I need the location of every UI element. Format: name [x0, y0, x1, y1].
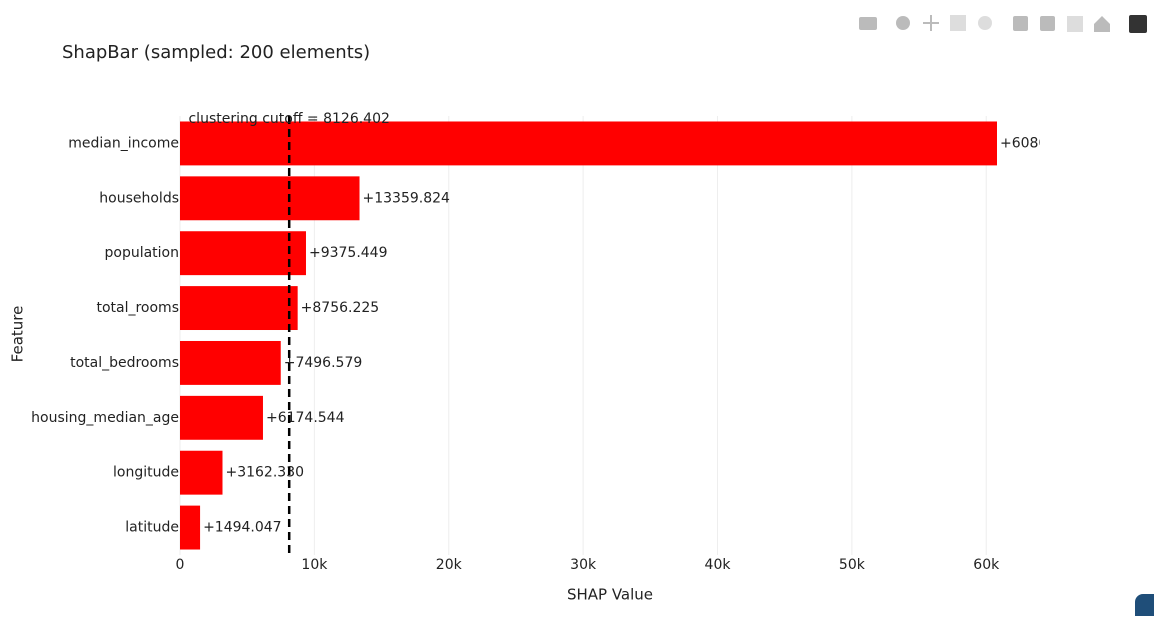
value-label: +3162.330	[225, 465, 304, 481]
pan-icon[interactable]	[923, 15, 939, 31]
modebar[interactable]	[859, 15, 1147, 33]
zoom-icon[interactable]	[896, 16, 910, 30]
y-tick-label: longitude	[113, 465, 179, 481]
y-tick-label: median_income	[68, 135, 179, 151]
y-tick-label: total_rooms	[96, 300, 179, 316]
bar	[180, 286, 298, 331]
value-label: +9375.449	[309, 245, 388, 261]
corner-widget[interactable]	[1135, 594, 1154, 620]
x-axis-title: SHAP Value	[567, 586, 653, 604]
home-icon[interactable]	[1094, 16, 1110, 32]
plotly-logo[interactable]	[1129, 15, 1147, 33]
bar	[180, 450, 223, 495]
value-label: +8756.225	[301, 300, 380, 316]
value-label: +1494.047	[203, 520, 282, 536]
zoom-out-icon[interactable]	[1040, 16, 1055, 31]
y-tick-label: population	[105, 245, 180, 261]
bars: +60800 +13359.824 +9375.449 +8756.225 +7496.…	[180, 121, 1056, 550]
zoom-in-icon[interactable]	[1013, 16, 1028, 31]
y-tick-label: housing_median_age	[31, 410, 179, 426]
select-icon[interactable]	[950, 15, 966, 31]
chart-title: ShapBar (sampled: 200 elements)	[62, 42, 370, 63]
x-tick-label: 40k	[705, 557, 732, 573]
bar	[180, 505, 201, 550]
x-tick-label: 60k	[973, 557, 1000, 573]
y-tick-label: latitude	[125, 520, 179, 536]
x-tick-label: 0	[176, 557, 185, 573]
value-label: +13359.824	[363, 190, 451, 206]
y-axis-title: Feature	[9, 306, 27, 363]
bar	[180, 395, 263, 440]
bar	[180, 340, 281, 385]
bar	[180, 231, 306, 276]
x-tick-label: 30k	[570, 557, 597, 573]
bar	[180, 176, 360, 221]
lasso-icon[interactable]	[978, 16, 992, 30]
camera-icon[interactable]	[859, 17, 877, 30]
y-tick-label: households	[99, 190, 179, 206]
bar	[180, 121, 997, 166]
value-label: +7496.579	[284, 355, 363, 371]
autoscale-icon[interactable]	[1067, 16, 1083, 32]
y-tick-label: total_bedrooms	[70, 355, 179, 371]
x-tick-label: 20k	[436, 557, 463, 573]
x-tick-label: 10k	[301, 557, 328, 573]
value-label: +60800	[1000, 135, 1056, 151]
x-tick-label: 50k	[839, 557, 866, 573]
cutoff-label: clustering cutoff = 8126.402	[188, 111, 389, 127]
value-label: +6174.544	[266, 410, 345, 426]
